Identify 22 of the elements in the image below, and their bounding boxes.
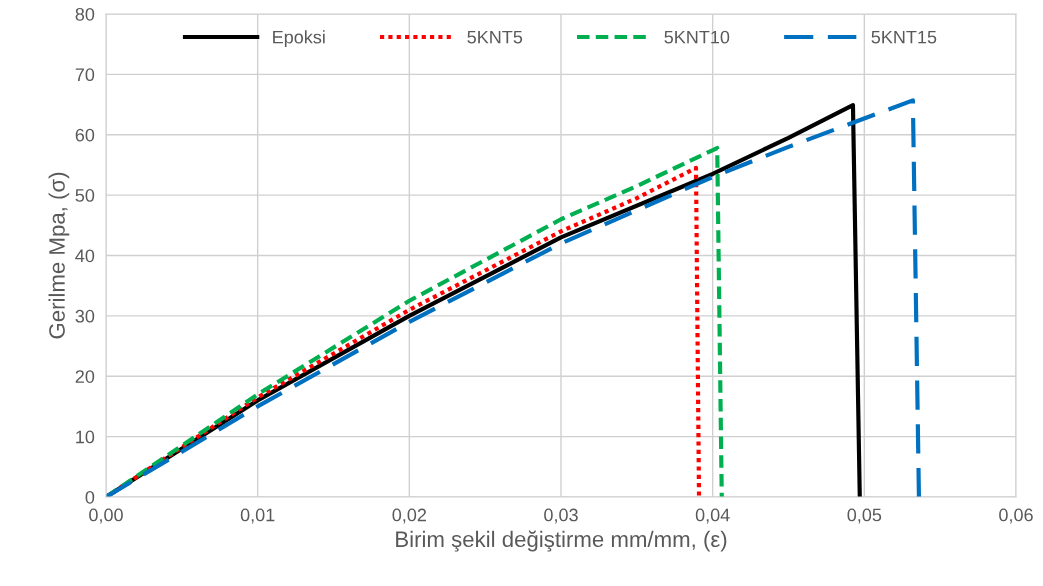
legend-label: 5KNT5 bbox=[467, 30, 523, 44]
x-tick-label: 0,00 bbox=[89, 508, 123, 524]
x-tick-label: 0,06 bbox=[999, 508, 1033, 524]
x-axis-title: Birim şekil değiştirme mm/mm, (ε) bbox=[396, 530, 727, 552]
y-tick-label: 60 bbox=[75, 128, 95, 142]
y-tick-label: 30 bbox=[75, 309, 95, 323]
x-tick-label: 0,02 bbox=[392, 508, 426, 524]
y-axis-title: Gerilme Mpa, (σ) bbox=[48, 172, 70, 339]
x-tick-label: 0,01 bbox=[240, 508, 275, 524]
y-tick-label: 50 bbox=[75, 189, 95, 202]
y-tick-label: 80 bbox=[75, 7, 95, 21]
x-tick-label: 0,03 bbox=[544, 508, 578, 524]
x-tick-label: 0,04 bbox=[695, 508, 730, 524]
y-tick-label: 0 bbox=[85, 490, 95, 504]
y-tick-label: 20 bbox=[75, 370, 95, 383]
y-tick-label: 10 bbox=[76, 430, 95, 444]
legend-label: 5KNT15 bbox=[871, 30, 937, 44]
y-tick-label: 40 bbox=[75, 249, 95, 263]
legend-label: 5KNT10 bbox=[664, 30, 730, 44]
x-tick-label: 0,05 bbox=[847, 508, 882, 524]
y-tick-label: 70 bbox=[75, 68, 95, 82]
legend-label: Epoksi bbox=[273, 30, 325, 48]
